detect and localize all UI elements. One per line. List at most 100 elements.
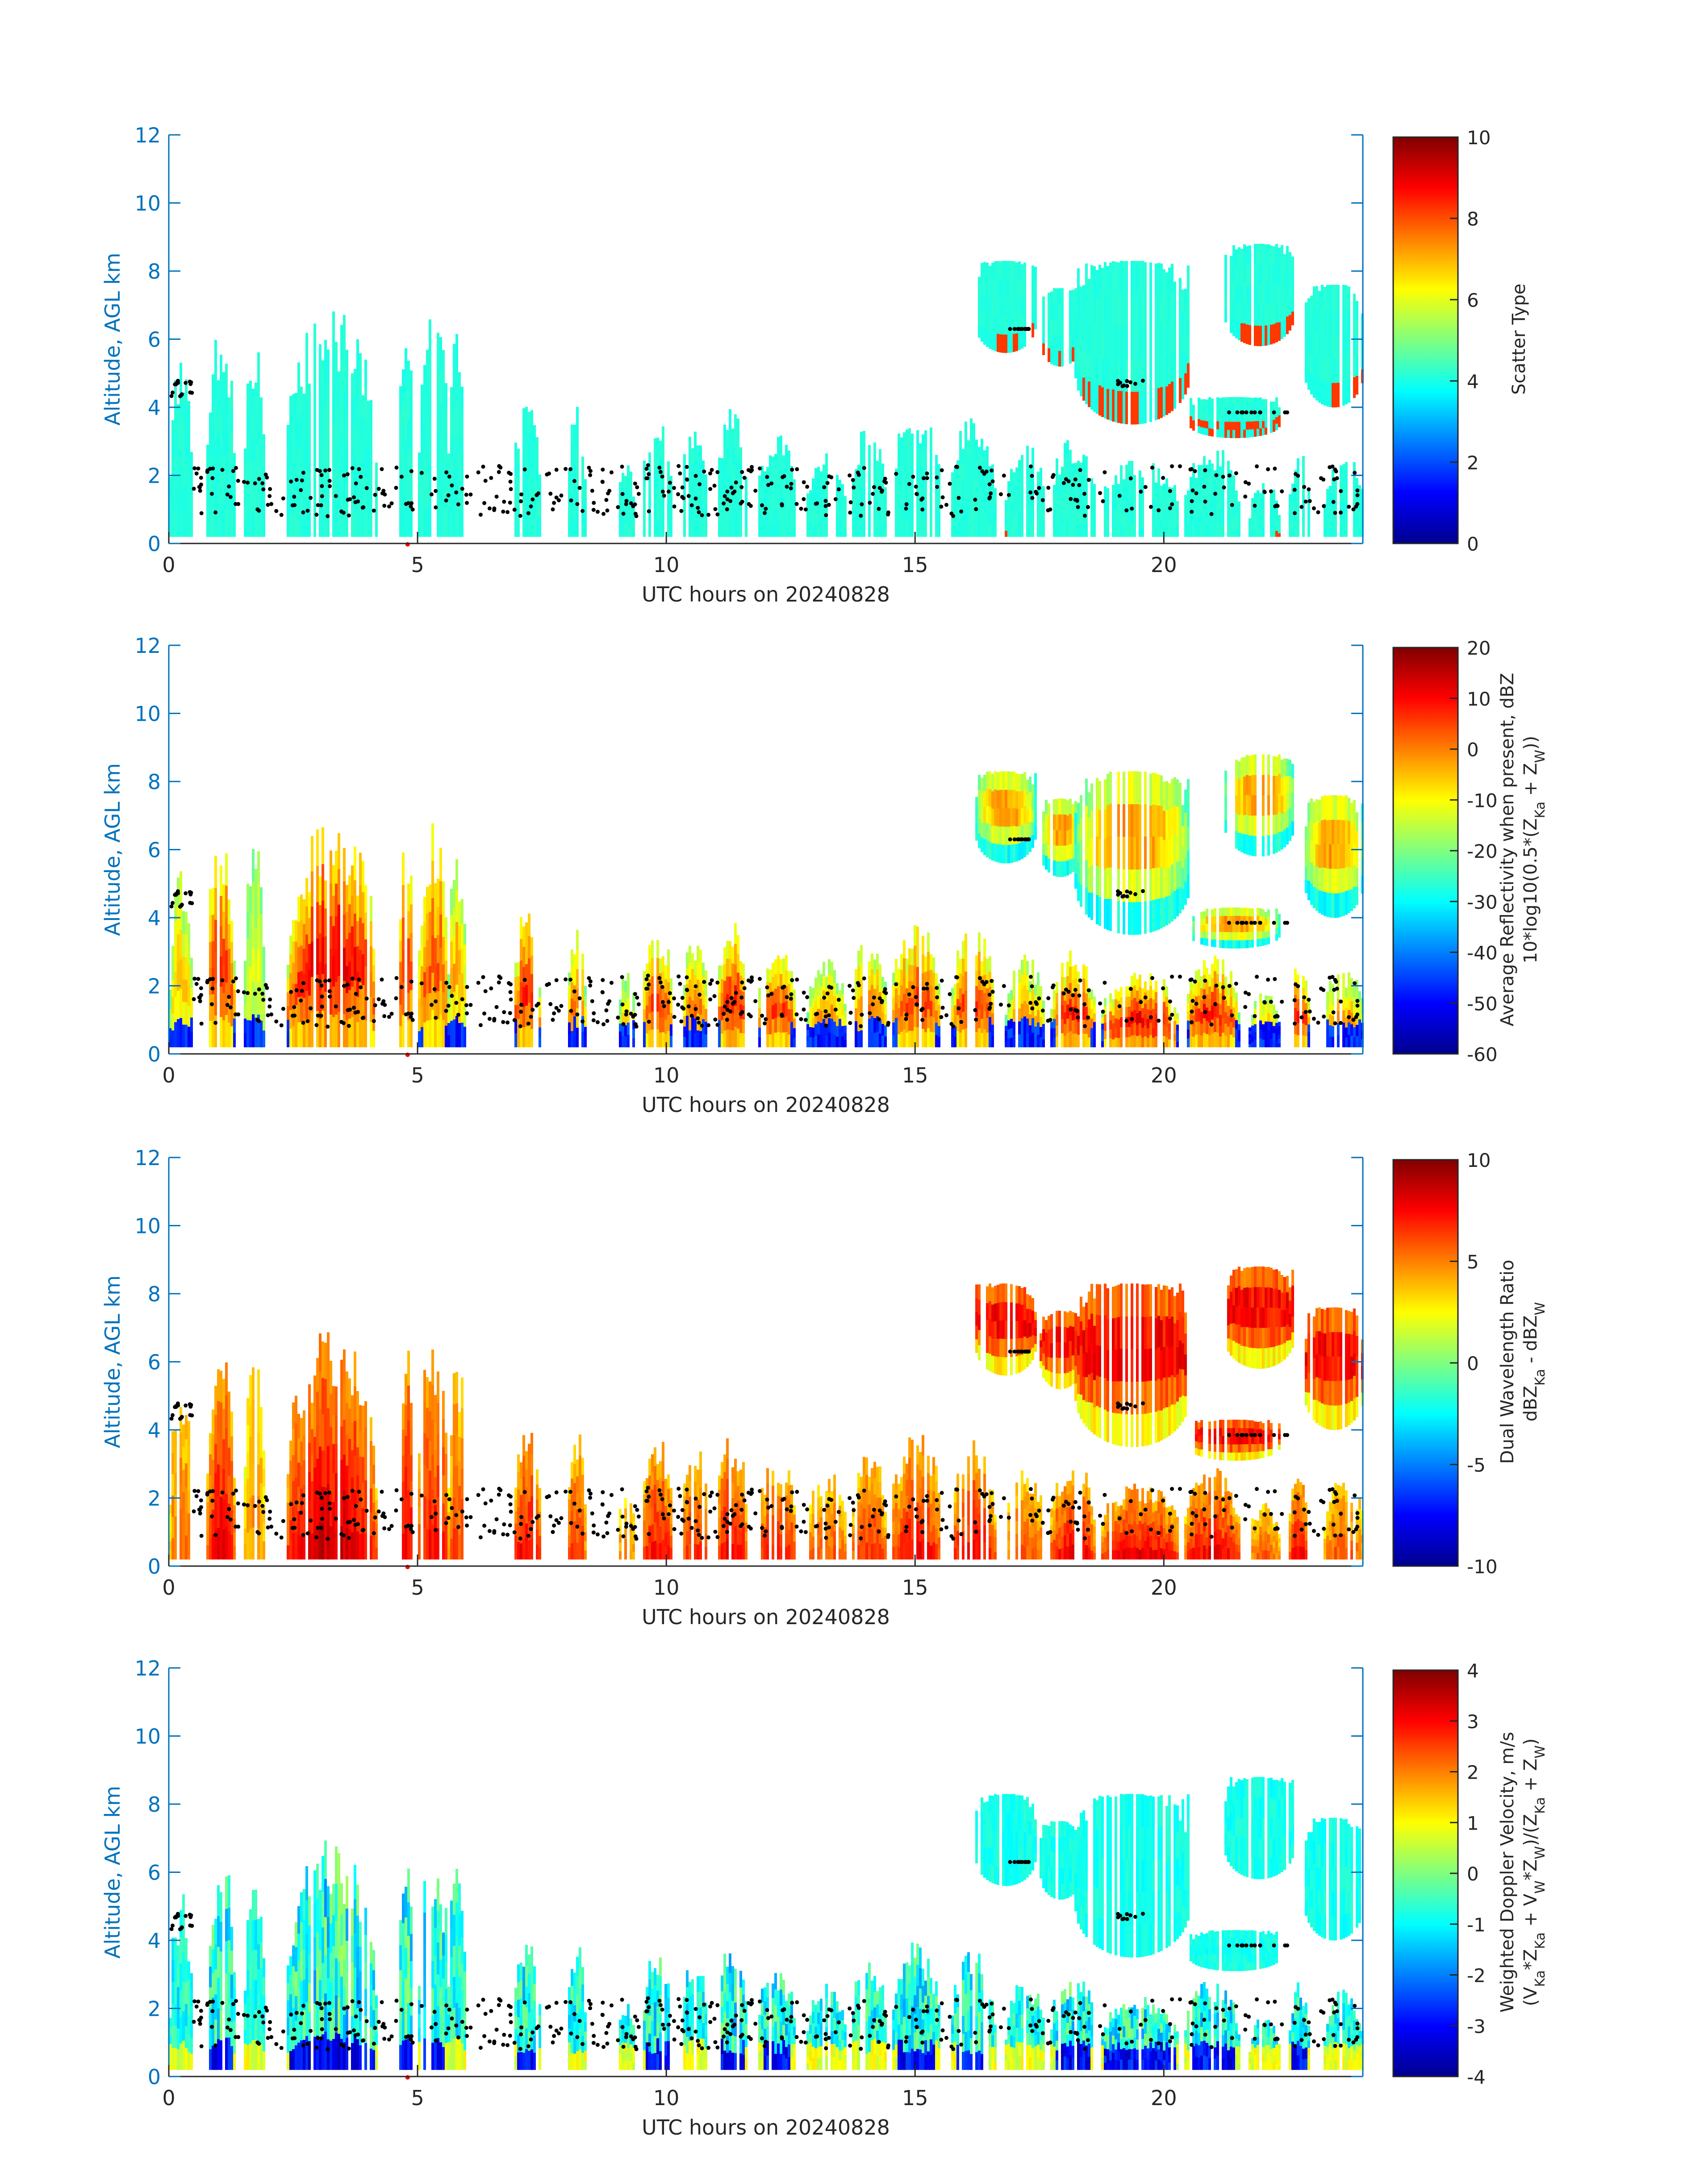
y-tick-label: 12 (134, 1656, 161, 1680)
y-tick-label: 4 (148, 1418, 161, 1442)
radar-field (169, 754, 1364, 1048)
y-tick-label: 12 (134, 634, 161, 658)
colorbar: 0 2 4 6 8 10 Scatter Type (1392, 127, 1529, 555)
y-axis-label: Altitude, AGL km (100, 253, 125, 426)
colorbar-tick-label: 10 (1467, 688, 1491, 710)
panel-3: 0 2 4 6 8 10 12 0 5 10 15 20 UTC hours on 20240828 Al… (100, 1146, 1548, 1629)
cloud-base-markers (169, 1860, 1360, 2052)
colorbar: -10 -5 0 5 10 Dual Wavelength Ratio dBZKa - dB… (1392, 1149, 1548, 1578)
panel-1: 0 2 4 6 8 10 12 0 5 10 15 20 UTC hours on 20240828 Al… (100, 123, 1529, 606)
colorbar-tick-label: 2 (1467, 1762, 1479, 1784)
x-tick-label: 5 (411, 2086, 424, 2110)
colorbar-tick-label: 1 (1467, 1812, 1479, 1834)
y-tick-label: 2 (148, 1487, 161, 1511)
colorbar-gradient (1392, 647, 1459, 1055)
colorbar-tick-label: 10 (1467, 1149, 1491, 1171)
y-tick-label: 8 (148, 259, 161, 284)
y-tick-label: 10 (134, 702, 161, 726)
y-tick-label: 0 (148, 1554, 161, 1579)
colorbar-tick-label: -4 (1467, 2066, 1486, 2088)
y-tick-label: 6 (148, 328, 161, 352)
cloud-base-markers (169, 327, 1360, 518)
radar-field (169, 244, 1364, 537)
colorbar-tick-label: 0 (1467, 533, 1479, 555)
cloud-base-markers (169, 837, 1360, 1029)
x-tick-label: 20 (1151, 1063, 1177, 1087)
y-tick-label: 10 (134, 192, 161, 216)
y-tick-label: 12 (134, 123, 161, 147)
colorbar-tick-label: -40 (1467, 942, 1498, 964)
x-tick-label: 10 (653, 2086, 680, 2110)
x-tick-label: 5 (411, 1063, 424, 1087)
colorbar-label: 10*log10(0.5*(ZKa + ZW)) (1520, 736, 1548, 964)
y-tick-label: 4 (148, 396, 161, 420)
colorbar-label: Weighted Doppler Velocity, m/s (1497, 1732, 1518, 2013)
y-tick-label: 4 (148, 906, 161, 930)
y-tick-label: 2 (148, 974, 161, 999)
colorbar-tick-label: -50 (1467, 993, 1498, 1015)
y-tick-label: 0 (148, 2065, 161, 2089)
colorbar-tick-label: 10 (1467, 127, 1491, 149)
colorbar-tick-label: 4 (1467, 371, 1479, 393)
colorbar-tick-label: -20 (1467, 840, 1498, 862)
colorbar-label: (VKa*ZKa + VW*ZW)/(ZKa + ZW) (1520, 1738, 1548, 2006)
colorbar-tick-label: -1 (1467, 1914, 1486, 1936)
y-tick-label: 0 (148, 532, 161, 556)
x-axis-label: UTC hours on 20240828 (642, 2115, 890, 2139)
colorbar-tick-label: 0 (1467, 1863, 1479, 1885)
y-tick-label: 8 (148, 770, 161, 794)
x-tick-label: 15 (902, 1575, 928, 1600)
colorbar-tick-label: -10 (1467, 1556, 1498, 1578)
colorbar: -4 -3 -2 -1 0 1 2 3 4 Weighted Doppler Velocity, … (1392, 1660, 1548, 2088)
x-tick-label: 10 (653, 1575, 680, 1600)
colorbar-tick-label: 20 (1467, 637, 1491, 659)
panel-2: 0 2 4 6 8 10 12 0 5 10 15 20 UTC hours on 20240828 Al… (100, 634, 1548, 1117)
x-tick-label: 15 (902, 2086, 928, 2110)
colorbar-label: dBZKa - dBZW (1520, 1302, 1548, 1422)
x-tick-label: 10 (653, 553, 680, 577)
x-tick-label: 5 (411, 553, 424, 577)
y-tick-label: 2 (148, 1997, 161, 2021)
colorbar-tick-label: -60 (1467, 1044, 1498, 1066)
x-axis-label: UTC hours on 20240828 (642, 1605, 890, 1629)
colorbar-tick-label: 3 (1467, 1711, 1479, 1733)
colorbar-tick-label: 0 (1467, 1353, 1479, 1375)
y-tick-label: 10 (134, 1725, 161, 1749)
colorbar-tick-label: -2 (1467, 1965, 1486, 1987)
colorbar-gradient (1392, 1669, 1459, 2077)
y-tick-label: 6 (148, 1861, 161, 1885)
x-tick-label: 0 (162, 1063, 175, 1087)
y-tick-label: 12 (134, 1146, 161, 1170)
x-tick-label: 15 (902, 553, 928, 577)
x-tick-label: 20 (1151, 553, 1177, 577)
y-tick-label: 4 (148, 1929, 161, 1953)
colorbar-label: Average Reflectivity when present, dBZ (1497, 673, 1518, 1026)
cloud-base-markers (169, 1350, 1360, 1541)
x-axis-label: UTC hours on 20240828 (642, 582, 890, 606)
colorbar-tick-label: -5 (1467, 1454, 1486, 1476)
x-tick-label: 0 (162, 1575, 175, 1600)
x-tick-label: 20 (1151, 2086, 1177, 2110)
x-tick-label: 0 (162, 553, 175, 577)
y-tick-label: 2 (148, 464, 161, 488)
colorbar: -60 -50 -40 -30 -20 -10 0 10 20 Average Reflectiv… (1392, 637, 1548, 1066)
colorbar-tick-label: 6 (1467, 289, 1479, 311)
y-tick-label: 8 (148, 1282, 161, 1306)
colorbar-gradient (1392, 1159, 1459, 1567)
colorbar-tick-label: -3 (1467, 2015, 1486, 2037)
y-axis-label: Altitude, AGL km (100, 1786, 125, 1959)
x-tick-label: 10 (653, 1063, 680, 1087)
x-tick-label: 0 (162, 2086, 175, 2110)
colorbar-tick-label: 4 (1467, 1660, 1479, 1682)
radar-field (169, 1777, 1364, 2070)
y-tick-label: 10 (134, 1214, 161, 1238)
x-tick-label: 20 (1151, 1575, 1177, 1600)
y-axis-label: Altitude, AGL km (100, 1275, 125, 1448)
colorbar-tick-label: -10 (1467, 790, 1498, 811)
radar-field (169, 1266, 1364, 1560)
colorbar-label: Scatter Type (1509, 284, 1529, 395)
colorbar-tick-label: -30 (1467, 891, 1498, 913)
y-tick-label: 6 (148, 838, 161, 862)
